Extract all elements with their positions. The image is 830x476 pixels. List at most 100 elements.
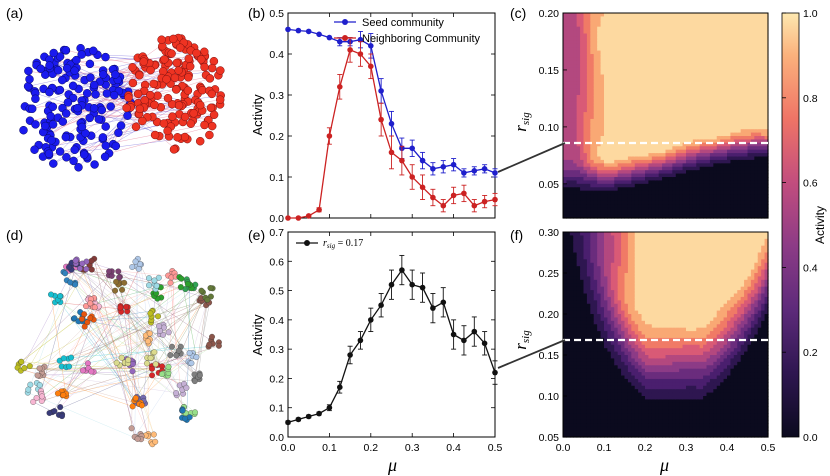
heatmap-cell [665,54,670,59]
heatmap-cell [645,77,650,82]
heatmap-cell [665,142,670,147]
heatmap-cell [740,142,745,147]
heatmap-cell [641,125,646,130]
heatmap-cell [696,136,701,141]
data-point [481,198,488,205]
heatmap-cell [665,43,670,48]
heatmap-cell [631,159,636,164]
heatmap-cell [668,132,673,137]
heatmap-cell [723,54,728,59]
heatmap-cell [764,180,769,185]
heatmap-cell [679,214,684,219]
heatmap-cell [655,132,660,137]
heatmap-cell [761,16,766,21]
heatmap-cell [754,60,759,65]
heatmap-cell [709,200,714,205]
heatmap-cell [590,163,595,168]
heatmap-cell [686,187,691,192]
heatmap-cell [682,136,687,141]
network-a-node-red [149,79,158,89]
heatmap-cell [566,47,571,52]
heatmap-cell [706,67,711,72]
heatmap-cell [563,163,568,168]
heatmap-cell [733,153,738,158]
heatmap-cell [754,67,759,72]
heatmap-cell [563,214,568,219]
network-d-node [84,319,91,326]
heatmap-cell [590,132,595,137]
heatmap-cell [750,129,755,134]
heatmap-cell [590,57,595,62]
heatmap-cell [679,177,684,182]
heatmap-cell [563,204,568,209]
heatmap-cell [597,33,602,38]
network-d-edge [50,294,67,397]
heatmap-cell [576,146,581,151]
heatmap-cell [566,64,571,69]
heatmap-cell [641,91,646,96]
heatmap-cell [576,33,581,38]
heatmap-cell [706,77,711,82]
heatmap-cell [658,88,663,93]
heatmap-cell [614,132,619,137]
heatmap-cell [583,108,588,113]
heatmap-cell [563,81,568,86]
network-d-edge [54,295,137,403]
heatmap-cell [624,136,629,141]
heatmap-cell [675,153,680,158]
heatmap-cell [672,71,677,76]
heatmap-cell [754,187,759,192]
heatmap-cell [610,36,615,41]
heatmap-cell [610,159,615,164]
heatmap-cell [713,84,718,89]
heatmap-cell [692,211,697,216]
heatmap-cell [610,177,615,182]
network-a-node-red [167,49,176,58]
heatmap-cell [716,146,721,151]
heatmap-cell [600,194,605,199]
heatmap-cell [737,74,742,79]
heatmap-cell [607,74,612,79]
heatmap-cell [658,125,663,130]
heatmap-cell [682,101,687,106]
heatmap-cell [569,30,574,35]
heatmap-cell [621,118,626,123]
heatmap-cell [730,129,735,134]
heatmap-cell [624,142,629,147]
heatmap-cell [723,177,728,182]
heatmap-cell [638,200,643,205]
heatmap-cell [703,190,708,195]
heatmap-cell [593,207,598,212]
heatmap-cell [641,146,646,151]
heatmap-cell [634,211,639,216]
heatmap-cell [737,187,742,192]
heatmap-cell [624,207,629,212]
heatmap-cell [583,170,588,175]
heatmap-cell [672,183,677,188]
heatmap-cell [733,129,738,134]
heatmap-cell [668,146,673,151]
heatmap-cell [614,118,619,123]
heatmap-cell [686,84,691,89]
heatmap-cell [583,142,588,147]
heatmap-cell [566,423,571,428]
heatmap-cell [662,183,667,188]
heatmap-cell [634,153,639,158]
heatmap-cell [703,40,708,45]
heatmap-cell [573,173,578,178]
heatmap-cell [610,84,615,89]
heatmap-cell [566,159,571,164]
heatmap-cell [569,214,574,219]
heatmap-cell [709,98,714,103]
heatmap-cell [586,101,591,106]
network-d-edge [131,360,177,396]
heatmap-cell [583,67,588,72]
heatmap-cell [583,200,588,205]
heatmap-cell [610,98,615,103]
heatmap-cell [645,149,650,154]
heatmap-cell [655,156,660,161]
data-point [409,145,416,152]
heatmap-cell [686,194,691,199]
network-a-node-blue [27,104,37,114]
heatmap-cell [761,173,766,178]
